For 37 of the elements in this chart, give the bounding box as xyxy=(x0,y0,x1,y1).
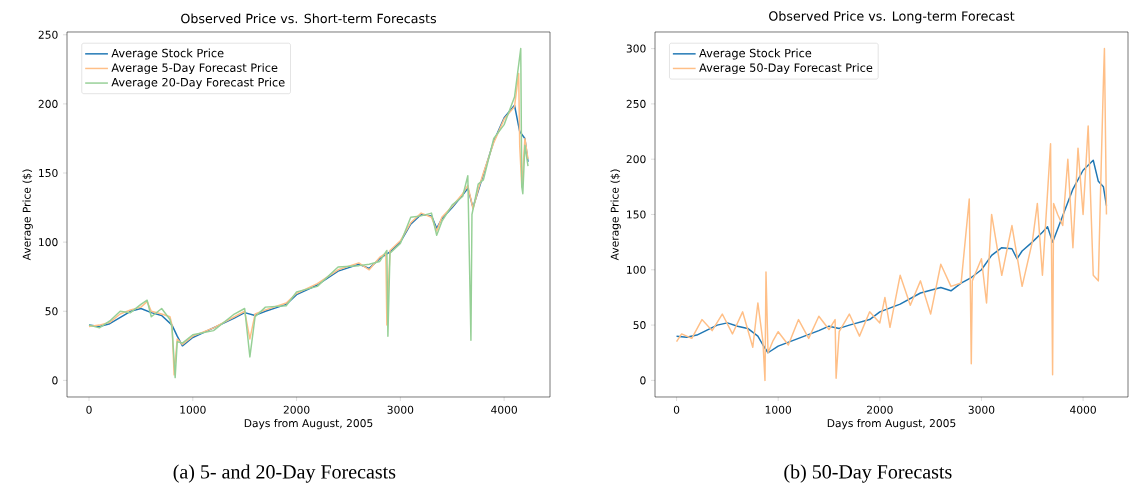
x-tick-label: 0 xyxy=(673,405,680,414)
y-tick-label: 200 xyxy=(38,99,58,108)
y-tick-label: 250 xyxy=(38,30,58,39)
y-tick-label: 250 xyxy=(626,99,646,108)
x-tick-label: 1000 xyxy=(765,405,792,414)
line-series xyxy=(675,47,1108,382)
y-tick-label: 100 xyxy=(627,265,646,274)
chart-title: Observed Price vs. Long-term Forecast xyxy=(769,11,1015,24)
y-tick-label: 0 xyxy=(640,376,646,385)
x-tick-label: 0 xyxy=(86,405,92,414)
y-tick-label: 300 xyxy=(626,44,646,53)
legend-label: Average Stock Price xyxy=(111,48,224,60)
y-tick-label: 50 xyxy=(45,307,58,316)
legend-label: Average 5-Day Forecast Price xyxy=(111,63,278,75)
text: (a) 5- and 20-Day Forecasts xyxy=(173,464,396,483)
x-tick-label: 1000 xyxy=(180,405,206,414)
x-tick-label: 4000 xyxy=(491,405,517,414)
x-tick-label: 3000 xyxy=(968,405,995,414)
y-axis-title: Average Price ($) xyxy=(22,169,33,261)
legend-label: Average 20-Day Forecast Price xyxy=(111,77,285,89)
y-tick-label: 50 xyxy=(633,321,646,330)
y-tick-label: 100 xyxy=(39,238,58,247)
y-axis-title: Average Price ($) xyxy=(610,169,621,261)
y-tick-label: 150 xyxy=(39,168,58,178)
y-tick-label: 200 xyxy=(626,155,646,164)
x-tick-label: 2000 xyxy=(283,405,310,414)
text: (b) 50-Day Forecasts xyxy=(784,464,952,483)
legend-label: Average Stock Price xyxy=(699,48,812,60)
y-tick-label: 0 xyxy=(52,376,58,385)
x-axis-title: Days from August, 2005 xyxy=(827,418,956,430)
legend-label: Average 50-Day Forecast Price xyxy=(699,63,873,75)
y-tick-label: 150 xyxy=(627,210,646,219)
x-tick-label: 2000 xyxy=(867,405,893,414)
chart-title: Observed Price vs. Short-term Forecasts xyxy=(181,13,437,24)
x-axis-title: Days from August, 2005 xyxy=(244,418,373,430)
x-tick-label: 3000 xyxy=(387,405,414,414)
x-tick-label: 4000 xyxy=(1070,405,1096,414)
